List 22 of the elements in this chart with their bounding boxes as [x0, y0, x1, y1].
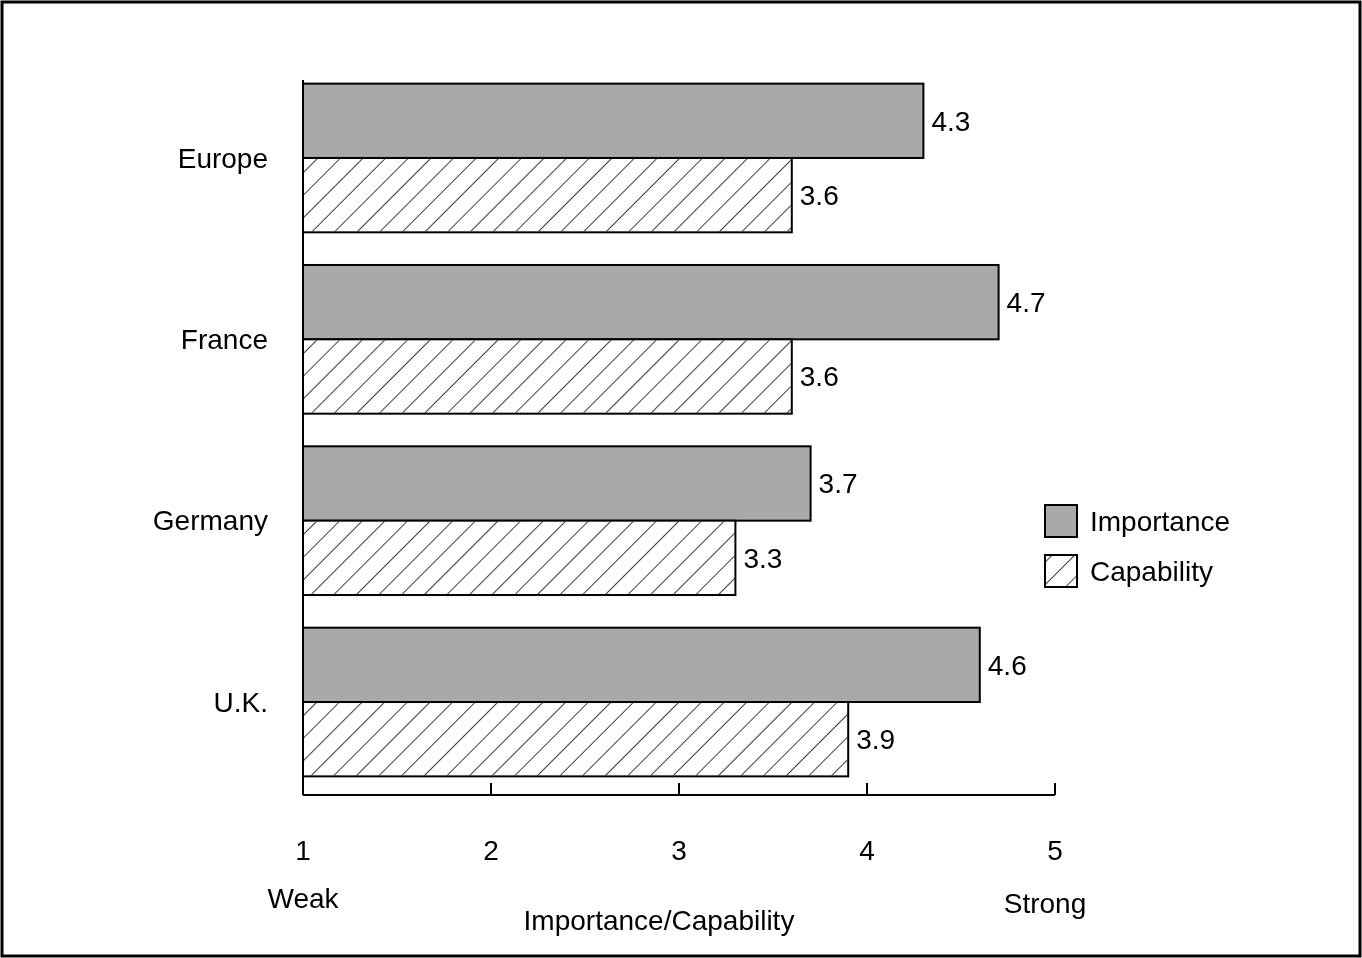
- legend-label: Importance: [1090, 505, 1231, 537]
- data-label: 4.3: [931, 105, 971, 137]
- x-tick-label: 3: [671, 835, 687, 866]
- x-tick-label: 2: [483, 835, 499, 866]
- y-tick-label: U.K.: [213, 686, 268, 718]
- data-label: 3.6: [799, 361, 839, 393]
- data-label: 3.3: [743, 542, 783, 574]
- text: Weak: [267, 883, 340, 914]
- data-label: 3.9: [856, 724, 896, 755]
- y-tick-label: France: [180, 324, 268, 356]
- y-tick-label: Europe: [177, 142, 268, 174]
- x-axis-title: Importance/Capability: [523, 905, 795, 936]
- y-tick-label: Germany: [152, 505, 268, 537]
- legend-label: Capability: [1090, 555, 1213, 587]
- x-tick-label: 4: [859, 835, 875, 866]
- data-label: 3.7: [818, 468, 858, 500]
- text: Strong: [1003, 888, 1087, 919]
- data-label: 4.6: [987, 649, 1027, 681]
- x-tick-label: 5: [1047, 835, 1063, 866]
- data-label: 3.6: [799, 179, 839, 211]
- x-tick-label: 1: [295, 835, 311, 866]
- data-label: 4.7: [1006, 286, 1046, 318]
